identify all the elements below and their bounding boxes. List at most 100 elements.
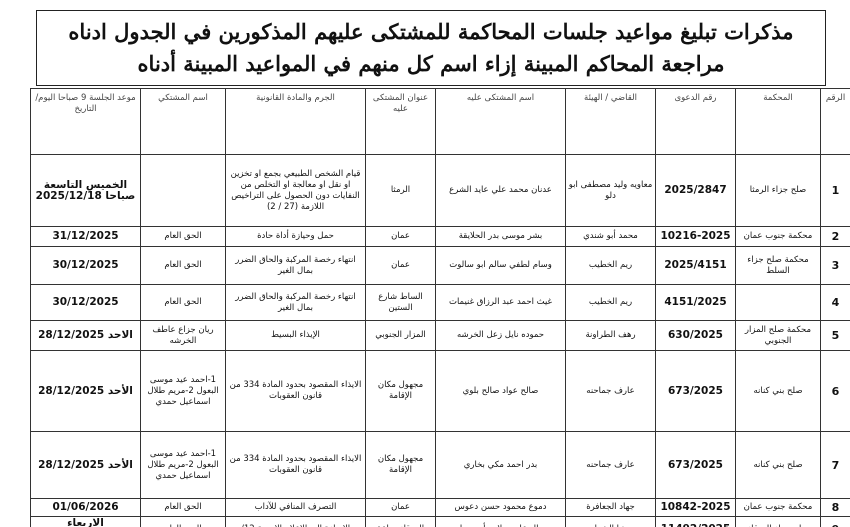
table-cell: صلح بني كنانه — [735, 431, 821, 499]
table-cell: 4151/2025 — [655, 284, 736, 321]
column-header: موعد الجلسة 9 صباحا اليوم/التاريخ — [30, 88, 141, 155]
table-cell: الزرقاء جناعة — [365, 516, 436, 527]
table-row: 9صلح جزاء الزرقاء11492/2025هنا الشوانضال… — [30, 516, 850, 527]
table-cell: هنا الشوا — [565, 516, 656, 527]
table-cell: 5 — [820, 320, 850, 351]
table-cell: الأحد 28/12/2025 — [30, 350, 141, 432]
table-cell: 673/2025 — [655, 431, 736, 499]
table-cell: 4 — [820, 284, 850, 321]
table-cell: الرمثا — [365, 154, 436, 227]
table-cell: الحق العام — [140, 226, 226, 247]
table-row: 4 4151/2025 ريم الخطيب غيث احمد عبد الرزاق … — [30, 284, 850, 321]
table-cell: 1-احمد عيد موسى البعول 2-مريم طلال اسماع… — [140, 431, 226, 499]
table-cell: 2025/2847 — [655, 154, 736, 227]
table-cell: ريان جزاع عاطف الخرشه — [140, 320, 226, 351]
empty-cell — [140, 154, 226, 227]
table-cell: 7 — [820, 431, 850, 499]
table-body: 1 صلح جزاء الرمثا 2025/2847 معاويه وليد مصط… — [30, 154, 850, 527]
table-cell: ريم الخطيب — [565, 284, 656, 321]
table-cell: 31/12/2025 — [30, 226, 141, 247]
table-row: 2 محكمة جنوب عمان 10216-2025 محمد أبو شندي ب… — [30, 226, 850, 247]
empty-cell — [735, 284, 821, 321]
table-cell: محكمة صلح المزار الجنوبي — [735, 320, 821, 351]
column-header: اسم المشتكي — [140, 88, 226, 155]
table-cell: غيث احمد عبد الرزاق غنيمات — [435, 284, 566, 321]
table-cell: 01/06/2026 — [30, 498, 141, 517]
column-header: الرقم — [820, 88, 850, 155]
table-cell: محمد أبو شندي — [565, 226, 656, 247]
table-cell: بدر احمد مكي بخاري — [435, 431, 566, 499]
table-cell: حموده نايل زعل الخرشه — [435, 320, 566, 351]
table-cell: 1 — [820, 154, 850, 227]
title-box: مذكرات تبليغ مواعيد جلسات المحاكمة للمشت… — [36, 10, 826, 86]
table-cell: وسام لطفي سالم ابو سالوت — [435, 246, 566, 285]
table-cell: عدنان محمد علي عايد الشرع — [435, 154, 566, 227]
table-cell: محكمة جنوب عمان — [735, 498, 821, 517]
table-cell: 3 — [820, 246, 850, 285]
table-row: 3 محكمة صلح جزاء السلط 2025/4151 ريم الخطيب… — [30, 246, 850, 285]
table-cell: 11492/2025 — [655, 516, 736, 527]
table-cell: الحق العام — [140, 246, 226, 285]
table-cell: عارف جماحنه — [565, 350, 656, 432]
table-cell: بشر موسى بدر الحلايقة — [435, 226, 566, 247]
table-row: 5 محكمة صلح المزار الجنوبي 630/2025 رهف الط… — [30, 320, 850, 351]
schedule-table: الرقم المحكمة رقم الدعوى القاضي / الهيئة اسم… — [30, 88, 850, 527]
table-cell: ريم الخطيب — [565, 246, 656, 285]
table-cell: صلح جزاء الرمثا — [735, 154, 821, 227]
table-cell: مجهول مكان الإقامة — [365, 350, 436, 432]
table-cell: الحق العام — [140, 498, 226, 517]
table-cell: انتهاء رخصة المركبة والحاق الضرر بمال ال… — [225, 284, 366, 321]
table-cell: الساط شارع الستين — [365, 284, 436, 321]
table-cell: الاربعاء 24/12/2025 — [30, 516, 141, 527]
column-header: القاضي / الهيئة — [565, 88, 656, 155]
table-cell: صلح جزاء الزرقاء — [735, 516, 821, 527]
table-row: 6 صلح بني كنانه 673/2025 عارف جماحنه صالح عو… — [30, 350, 850, 432]
table-cell: انتهاء رخصة المركبة والحاق الضرر بمال ال… — [225, 246, 366, 285]
table-cell: 30/12/2025 — [30, 246, 141, 285]
table-cell: المزار الجنوبي — [365, 320, 436, 351]
column-header: عنوان المشتكى عليه — [365, 88, 436, 155]
table-cell: التصرف المنافي للآداب — [225, 498, 366, 517]
table-cell: رهف الطراونة — [565, 320, 656, 351]
table-cell: مجهول مكان الإقامة — [365, 431, 436, 499]
table-cell: صلح بني كنانه — [735, 350, 821, 432]
table-cell: محكمة صلح جزاء السلط — [735, 246, 821, 285]
table-cell: 6 — [820, 350, 850, 432]
title: مذكرات تبليغ مواعيد جلسات المحاكمة للمشت… — [68, 19, 794, 76]
table-cell: قيام الشخص الطبيعي بجمع او تخزين او نقل … — [225, 154, 366, 227]
table-cell: 8 — [820, 498, 850, 517]
table-cell: الاحد 28/12/2025 — [30, 320, 141, 351]
table-cell: معاويه وليد مصطفى ابو دلو — [565, 154, 656, 227]
table-row: 7 صلح بني كنانه 673/2025 عارف جماحنه بدر احم… — [30, 431, 850, 499]
table-cell: عمان — [365, 246, 436, 285]
table-cell: الايذاء المقصود بحدود المادة 334 من قانو… — [225, 431, 366, 499]
column-header: رقم الدعوى — [655, 88, 736, 155]
table-cell: عمان — [365, 226, 436, 247]
header-row: الرقم المحكمة رقم الدعوى القاضي / الهيئة اسم… — [30, 88, 850, 155]
column-header: المحكمة — [735, 88, 821, 155]
table-cell: 10216-2025 — [655, 226, 736, 247]
table-cell: جهاد الجعافرة — [565, 498, 656, 517]
table-cell: عارف جماحنه — [565, 431, 656, 499]
table-cell: نضال علي سلامه أبو معيلق — [435, 516, 566, 527]
column-header: الجرم والمادة القانونية — [225, 88, 366, 155]
table-cell: 10842-2025 — [655, 498, 736, 517]
table-cell: الخميس التاسعة صباحا 2025/12/18 — [30, 154, 141, 227]
table-cell: 1-احمد عيد موسى البعول 2-مريم طلال اسماع… — [140, 350, 226, 432]
table-cell: 2 — [820, 226, 850, 247]
table-cell: الأحد 28/12/2025 — [30, 431, 141, 499]
column-header: اسم المشتكى عليه — [435, 88, 566, 155]
table-cell: 30/12/2025 — [30, 284, 141, 321]
table-cell: صالح عواد صالح بلوي — [435, 350, 566, 432]
table-cell: الإيذاء البسيط — [225, 320, 366, 351]
table-cell: دموع محمود حسن دعوس — [435, 498, 566, 517]
table-cell: 2025/4151 — [655, 246, 736, 285]
table-cell: 9 — [820, 516, 850, 527]
table-cell: 630/2025 — [655, 320, 736, 351]
table-cell: عمان — [365, 498, 436, 517]
table-cell: 673/2025 — [655, 350, 736, 432]
table-cell: محكمة جنوب عمان — [735, 226, 821, 247]
table-cell: الايذاء المقصود بحدود المادة 334 من قانو… — [225, 350, 366, 432]
table-cell: الحق العام — [140, 516, 226, 527]
